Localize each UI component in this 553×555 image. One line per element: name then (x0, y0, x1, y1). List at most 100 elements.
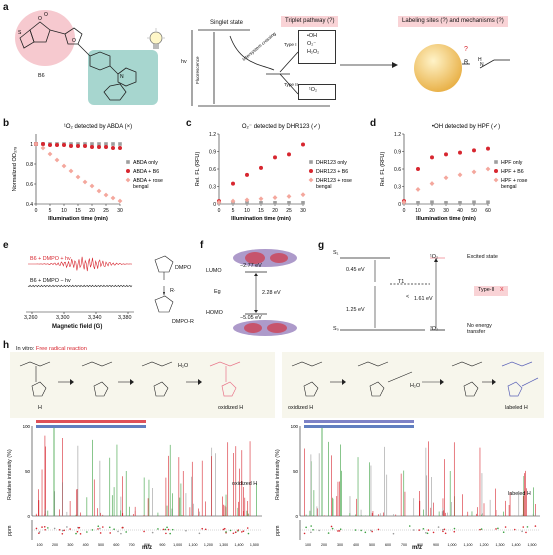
legend-label: ABDA + rose (133, 178, 163, 184)
ms-x-tick: 800 (144, 543, 150, 547)
h-left: H (38, 405, 42, 411)
chart-b: ¹O₂ detected by ABDA (×) 0 5 10 15 20 25 30 0.4 0… (12, 124, 163, 222)
data-point (472, 200, 476, 205)
data-point (416, 167, 420, 171)
ppm-point (237, 529, 240, 531)
ppm-point (58, 528, 61, 531)
energy-045: 0.45 eV (346, 267, 365, 273)
invitro-prefix: In vitro: (16, 346, 35, 352)
ppm-point (185, 529, 187, 532)
ppm-point (166, 526, 168, 529)
x-tick-label: 30 (443, 208, 449, 214)
x-axis-label: Illumination time (min) (231, 216, 291, 222)
panel-label-d: d (370, 118, 377, 129)
epr-spectra (26, 256, 134, 314)
legend-marker (309, 160, 313, 164)
legend-marker (126, 160, 130, 164)
data-point (273, 155, 277, 160)
data-point (103, 192, 109, 198)
ppm-point (338, 530, 341, 532)
data-point (48, 143, 52, 147)
ms-x-tick: 100 (305, 543, 311, 547)
ms-x-tick: 700 (401, 543, 407, 547)
ppm-point (303, 532, 306, 535)
ppm-point (453, 530, 456, 533)
data-point (55, 143, 59, 147)
ms-y-tick: 100 (23, 424, 31, 429)
data-point (90, 145, 94, 149)
ppm-point (427, 529, 430, 531)
ppm-point (354, 529, 357, 531)
data-point (75, 174, 81, 180)
cross-mark: X (499, 287, 504, 293)
type2-label: Type II (284, 82, 298, 87)
ppm-point (241, 531, 243, 533)
ms-x-tick: 1,500 (528, 543, 537, 547)
s1-label: S₁ (333, 250, 339, 256)
reaction-scheme-right (282, 352, 544, 418)
excited-state-label: Excited state (467, 254, 498, 260)
data-point (458, 150, 462, 155)
data-point (111, 142, 115, 146)
ms-x-tick: 500 (98, 543, 104, 547)
ppm-point (418, 529, 421, 531)
x-tick-label: 40 (457, 208, 463, 214)
ms-x-tick: 1,500 (250, 543, 259, 547)
ms-x-tick: 400 (83, 543, 89, 547)
ppm-point (331, 527, 334, 530)
data-point (430, 155, 434, 160)
particle-h: H (478, 57, 482, 63)
x-axis-label: Illumination time (min) (416, 216, 476, 222)
ppm-point (97, 528, 99, 530)
ppm-point (327, 532, 330, 534)
legend-label: bengal (501, 184, 517, 190)
ms-ylabel-right: Relative intensity (%) (275, 449, 281, 500)
y-axis-label: Rel. FL (RFU) (195, 152, 201, 187)
data-point (301, 201, 305, 205)
ppm-point (521, 530, 523, 533)
panel-label-a: a (3, 2, 9, 13)
ms-sequence-bar (304, 425, 414, 428)
panel-label-e: e (3, 240, 9, 251)
labeling-header: Labeling sites (?) and mechanisms (?) (398, 16, 508, 27)
ppm-point (443, 528, 446, 531)
data-point (82, 179, 88, 185)
y-tick-label: 0.3 (394, 185, 401, 191)
ppm-point (522, 526, 525, 528)
data-point (62, 143, 66, 147)
data-point (430, 200, 434, 205)
ms-x-tick: 1,100 (189, 543, 198, 547)
ms-y-tick: 0 (28, 514, 31, 519)
x-tick-label: 25 (286, 208, 292, 214)
ppm-point (360, 529, 362, 532)
ppm-point (339, 528, 342, 531)
x-tick-label: 25 (103, 208, 109, 214)
ppm-point (121, 526, 124, 529)
x-tick-label: 5 (49, 208, 52, 214)
data-point (118, 142, 122, 146)
data-point (429, 181, 435, 186)
ppm-point (392, 532, 395, 535)
ppm-point (77, 527, 80, 529)
y-tick-label: 0.6 (209, 167, 216, 173)
ms-x-tick: 300 (337, 543, 343, 547)
ms-x-tick: 1,400 (512, 543, 521, 547)
ms-ppm-right: ppm (275, 525, 281, 537)
x-tick-label: 5 (232, 208, 235, 214)
panel-label-h: h (3, 340, 10, 351)
reaction-scheme-left (10, 352, 275, 418)
data-point (216, 199, 222, 205)
y-tick-label: 1 (30, 142, 33, 148)
particle-q: ? (464, 46, 468, 53)
orbital-diagram (233, 249, 297, 336)
ms-ylabel-left: Relative intensity (%) (7, 449, 13, 500)
x-axis-label: Illumination time (min) (48, 216, 108, 222)
hv-label: hv (181, 59, 187, 65)
ms-ppm-left: ppm (7, 525, 13, 537)
ppm-point (151, 531, 154, 534)
data-point (231, 181, 235, 186)
ms-labeled-label: labeled H (508, 491, 531, 497)
ms-sequence-bar (36, 425, 146, 428)
ms-x-tick: 1,300 (496, 543, 505, 547)
ppm-point (79, 533, 82, 535)
